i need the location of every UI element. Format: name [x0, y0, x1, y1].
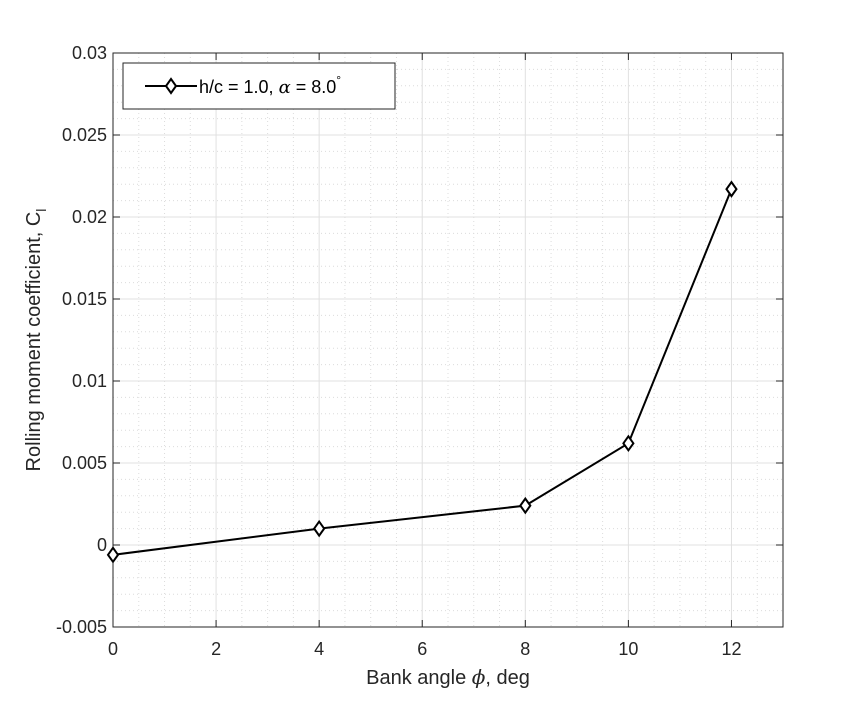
legend-marker-diamond-icon — [164, 77, 178, 95]
y-tick-labels: -0.005 0 0.005 0.01 0.015 0.02 0.025 0.03 — [56, 43, 107, 637]
y-tick-label: 0.02 — [72, 207, 107, 227]
legend: h/c = 1.0, α = 8.0° — [122, 62, 396, 110]
x-tick-label: 2 — [211, 639, 221, 659]
series-layer — [106, 180, 738, 564]
data-point-diamond — [312, 519, 326, 538]
data-point-diamond — [106, 546, 120, 564]
legend-entry-label: h/c = 1.0, α = 8.0° — [199, 73, 341, 98]
y-tick-label: 0.01 — [72, 371, 107, 391]
x-tick-label: 6 — [417, 639, 427, 659]
data-point-diamond — [622, 434, 635, 453]
x-tick-label: 12 — [721, 639, 741, 659]
x-tick-label: 8 — [520, 639, 530, 659]
axis-ticks — [112, 52, 783, 628]
x-tick-labels: 0 2 4 6 8 10 12 — [108, 639, 741, 659]
data-point-diamond — [519, 496, 532, 515]
x-tick-label: 0 — [108, 639, 118, 659]
y-axis-label: Rolling moment coefficient, Cl — [23, 209, 49, 472]
y-tick-label: 0.03 — [72, 43, 107, 63]
plot-frame — [112, 52, 784, 628]
y-tick-label: -0.005 — [56, 617, 107, 637]
major-grid — [113, 53, 783, 627]
x-tick-label: 10 — [618, 639, 638, 659]
data-point-diamond — [725, 180, 738, 198]
y-tick-label: 0 — [97, 535, 107, 555]
plot-background — [113, 53, 783, 627]
x-tick-label: 4 — [314, 639, 324, 659]
y-tick-label: 0.015 — [62, 289, 107, 309]
x-axis-label: Bank angle ϕ, deg — [366, 665, 530, 689]
y-tick-label: 0.025 — [62, 125, 107, 145]
y-tick-label: 0.005 — [62, 453, 107, 473]
